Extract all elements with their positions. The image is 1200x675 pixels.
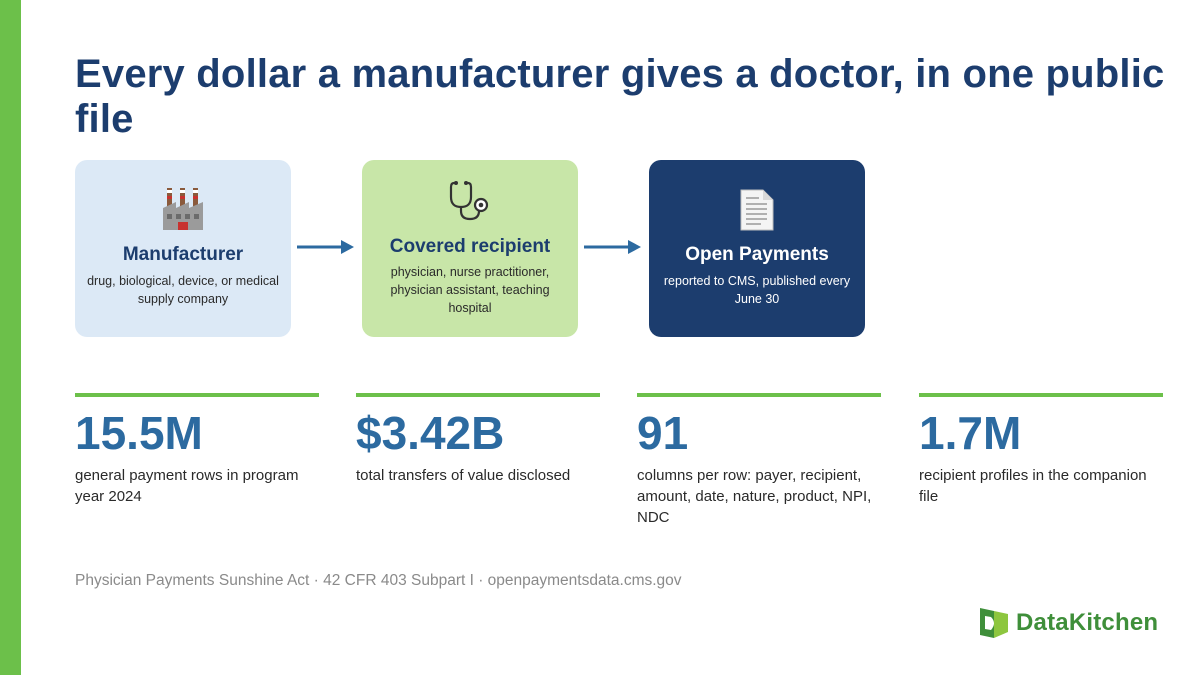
- flow-arrow-icon: [297, 240, 354, 254]
- stat-description: total transfers of value disclosed: [356, 467, 571, 484]
- flow-box-open-payments: Open Payments reported to CMS, published…: [649, 160, 865, 337]
- logo-text: DataKitchen: [1016, 609, 1159, 636]
- flow-box-covered-recipient: Covered recipient physician, nurse pract…: [362, 160, 578, 337]
- stat-value: 15.5M: [75, 407, 203, 459]
- stat-description: recipient profiles in the companion file: [919, 467, 1147, 505]
- document-icon: [649, 188, 865, 232]
- stat-description: general payment rows in program year 202…: [75, 467, 299, 505]
- page-title: Every dollar a manufacturer gives a doct…: [75, 52, 1165, 141]
- stat-payment-rows: 15.5M general payment rows in program ye…: [75, 393, 319, 507]
- flow-box-title: Manufacturer: [122, 244, 244, 265]
- stat-value: $3.42B: [356, 407, 505, 459]
- stat-recipient-profiles: 1.7M recipient profiles in the companion…: [919, 393, 1163, 507]
- datakitchen-logo-icon: [980, 608, 1008, 638]
- footer-source: Physician Payments Sunshine Act · 42 CFR…: [75, 572, 682, 589]
- flow-box-subtitle: drug, biological, device, or medical sup…: [87, 274, 279, 306]
- flow-box-subtitle: physician, nurse practitioner, physician…: [390, 265, 550, 315]
- stat-total-transfers: $3.42B total transfers of value disclose…: [356, 393, 600, 486]
- stat-value: 91: [637, 407, 689, 459]
- stat-description: columns per row: payer, recipient, amoun…: [637, 467, 872, 526]
- flow-box-title: Open Payments: [685, 244, 829, 265]
- flow-box-subtitle: reported to CMS, published every June 30: [663, 274, 851, 306]
- stat-value: 1.7M: [919, 407, 1022, 459]
- datakitchen-logo: DataKitchen: [980, 608, 1158, 638]
- stat-columns: 91 columns per row: payer, recipient, am…: [637, 393, 881, 528]
- flow-box-title: Covered recipient: [389, 236, 551, 257]
- stethoscope-icon: [362, 180, 578, 222]
- flow-box-manufacturer: Manufacturer drug, biological, device, o…: [75, 160, 291, 337]
- accent-bar: [0, 0, 21, 675]
- flow-arrow-icon: [584, 240, 641, 254]
- factory-icon: [75, 186, 291, 230]
